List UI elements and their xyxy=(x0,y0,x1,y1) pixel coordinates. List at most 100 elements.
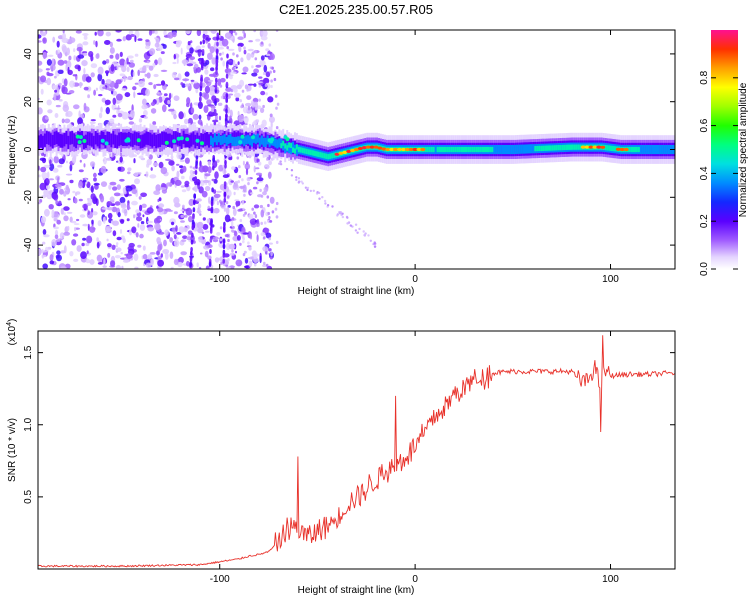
ridge-band xyxy=(135,132,138,146)
noise-dot xyxy=(180,209,184,212)
ridge-band xyxy=(659,145,662,155)
noise-dot xyxy=(105,59,110,64)
noise-dot xyxy=(267,211,271,216)
ridge-peak xyxy=(285,137,290,142)
noise-dot xyxy=(119,73,125,77)
noise-dot xyxy=(189,47,194,54)
noise-dot xyxy=(146,60,150,64)
ridge-band xyxy=(577,144,580,150)
noise-dot xyxy=(93,89,96,96)
ridge-band xyxy=(149,132,152,147)
ridge-band xyxy=(305,148,308,155)
noise-dot xyxy=(201,57,204,63)
ridge-peak xyxy=(354,147,359,152)
noise-dot xyxy=(49,260,55,265)
ridge-band xyxy=(311,150,314,156)
noise-dot xyxy=(56,254,62,262)
noise-dot xyxy=(79,113,85,119)
noise-dot xyxy=(203,76,211,84)
noise-dot xyxy=(194,170,198,175)
noise-dot xyxy=(98,94,103,97)
noise-dot xyxy=(142,253,148,260)
noise-dot xyxy=(183,112,186,118)
noise-dot xyxy=(54,89,58,93)
ridge-band xyxy=(292,141,294,151)
ridge-band xyxy=(460,146,463,153)
noise-dot xyxy=(226,266,231,269)
noise-dot xyxy=(235,201,238,208)
noise-dot xyxy=(216,159,220,163)
noise-dot xyxy=(74,226,77,232)
noise-dot xyxy=(79,214,86,218)
noise-dot xyxy=(53,218,58,222)
noise-dot xyxy=(263,64,268,73)
noise-dot xyxy=(347,221,350,225)
noise-dot xyxy=(197,50,201,57)
noise-dot xyxy=(269,220,273,223)
ridge-band xyxy=(657,145,660,155)
noise-dot xyxy=(306,188,309,192)
ridge-band xyxy=(555,145,558,151)
ridge-band xyxy=(210,135,212,145)
noise-dot xyxy=(78,198,83,202)
noise-dot xyxy=(194,180,197,186)
noise-dot xyxy=(242,253,246,257)
noise-dot xyxy=(59,188,64,195)
noise-dot xyxy=(42,51,48,59)
noise-dot xyxy=(237,110,240,116)
noise-dot xyxy=(38,174,41,178)
ridge-band xyxy=(424,146,427,153)
noise-dot xyxy=(91,219,94,225)
noise-dot xyxy=(51,58,55,65)
ridge-band xyxy=(75,134,78,149)
noise-dot xyxy=(73,197,78,204)
colorbar-tick-label: 0.2 xyxy=(699,214,710,228)
noise-dot xyxy=(100,165,107,174)
noise-dot xyxy=(185,207,193,216)
noise-dot xyxy=(112,114,117,118)
noise-dot xyxy=(373,245,377,248)
ridge-band xyxy=(448,146,451,153)
y-tick-label: -20 xyxy=(23,190,34,205)
ridge-band xyxy=(499,145,502,155)
noise-dot xyxy=(122,259,130,263)
noise-dot xyxy=(87,210,90,216)
noise-dot xyxy=(59,232,65,240)
noise-dot xyxy=(57,164,63,168)
noise-dot xyxy=(270,251,273,257)
noise-dot xyxy=(75,191,81,195)
noise-dot xyxy=(318,197,321,200)
ridge-band xyxy=(258,137,261,147)
noise-dot xyxy=(369,239,372,242)
noise-dot xyxy=(222,239,226,245)
ridge-band xyxy=(272,136,275,146)
noise-dot xyxy=(180,220,185,223)
ridge-band xyxy=(464,146,466,153)
ridge-band xyxy=(481,146,484,153)
noise-dot xyxy=(212,119,219,123)
ridge-band xyxy=(487,146,490,153)
ridge-band xyxy=(145,131,148,145)
noise-dot xyxy=(202,39,205,45)
noise-dot xyxy=(39,157,46,161)
noise-dot xyxy=(104,40,111,45)
ridge-band xyxy=(249,136,251,146)
ridge-band xyxy=(667,145,670,155)
noise-dot xyxy=(77,65,81,72)
noise-dot xyxy=(175,225,178,232)
noise-dot xyxy=(173,53,176,60)
noise-dot xyxy=(57,59,65,66)
noise-dot xyxy=(137,69,140,77)
noise-dot xyxy=(228,71,231,75)
noise-dot xyxy=(40,166,47,173)
noise-dot xyxy=(148,30,153,36)
noise-dot xyxy=(86,181,91,189)
ridge-peak xyxy=(592,145,598,149)
noise-dot xyxy=(153,217,161,225)
noise-dot xyxy=(113,192,121,197)
noise-dot xyxy=(58,82,62,86)
noise-dot xyxy=(232,183,239,189)
noise-dot xyxy=(297,181,300,184)
noise-dot xyxy=(63,60,68,64)
noise-dot xyxy=(290,174,294,177)
